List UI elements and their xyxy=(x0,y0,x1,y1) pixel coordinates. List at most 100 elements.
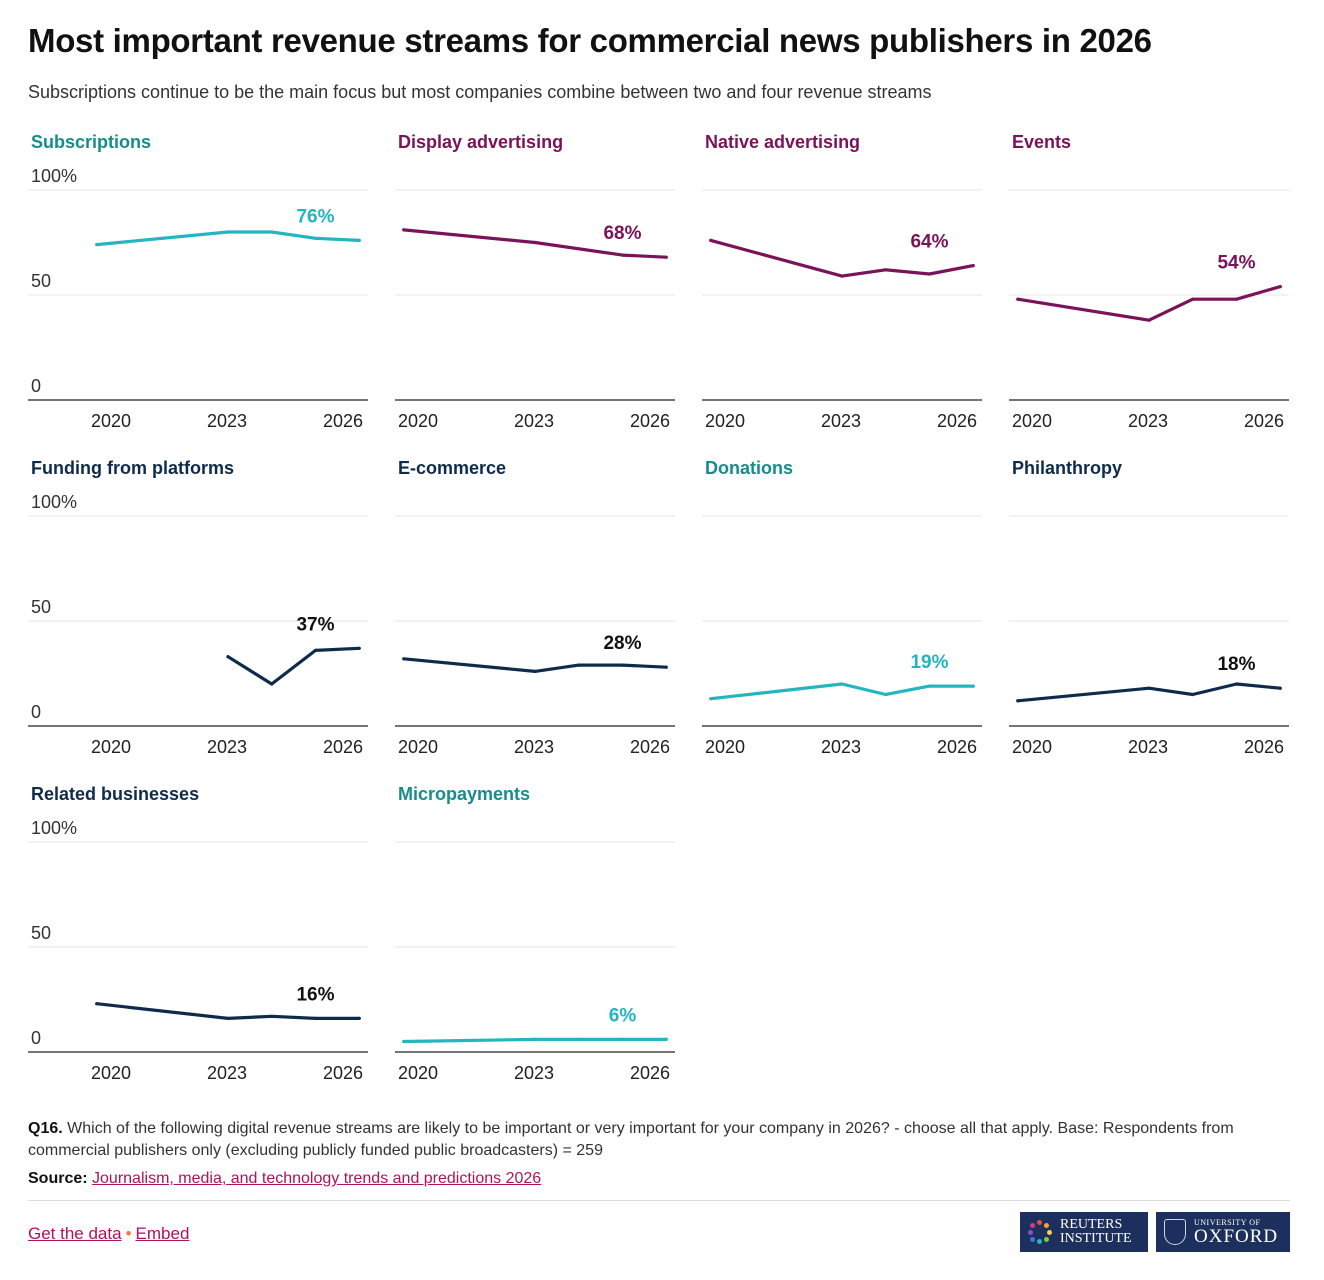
footer-links: Get the data • Embed xyxy=(28,1224,189,1244)
data-point xyxy=(533,669,537,674)
data-point xyxy=(927,684,932,688)
reuters-logo-line2: INSTITUTE xyxy=(1060,1231,1132,1246)
end-value-label: 28% xyxy=(603,633,641,654)
data-point xyxy=(620,1037,625,1041)
data-point xyxy=(620,663,625,667)
y-tick-label: 50 xyxy=(31,271,51,291)
source-link[interactable]: Journalism, media, and technology trends… xyxy=(92,1170,542,1187)
question-label: Q16. xyxy=(28,1120,63,1137)
data-point xyxy=(620,253,625,257)
reuters-institute-logo[interactable]: REUTERS INSTITUTE xyxy=(1020,1212,1148,1252)
data-point xyxy=(884,268,888,272)
data-point xyxy=(402,228,406,232)
y-tick-label: 0 xyxy=(31,1028,41,1048)
data-point xyxy=(1234,682,1239,686)
x-tick-label: 2026 xyxy=(323,411,363,431)
data-point xyxy=(402,657,406,661)
x-tick-label: 2020 xyxy=(1012,411,1052,431)
footer-divider xyxy=(28,1200,1290,1201)
data-point xyxy=(226,655,230,659)
y-tick-label: 100% xyxy=(31,492,77,512)
data-point xyxy=(927,272,932,276)
data-point xyxy=(840,682,844,686)
end-value-label: 16% xyxy=(296,984,334,1005)
panel-title: Native advertising xyxy=(705,132,861,152)
panel-title: Funding from platforms xyxy=(31,458,234,478)
x-tick-label: 2023 xyxy=(1128,411,1168,431)
x-tick-label: 2026 xyxy=(937,411,977,431)
x-tick-label: 2020 xyxy=(91,1063,131,1083)
x-tick-label: 2023 xyxy=(207,411,247,431)
series-line xyxy=(1016,285,1282,322)
x-tick-label: 2023 xyxy=(821,737,861,757)
end-value-label: 6% xyxy=(609,1005,637,1026)
get-data-link[interactable]: Get the data xyxy=(28,1224,122,1243)
data-point xyxy=(840,274,844,278)
data-point xyxy=(709,697,713,701)
reuters-dots-icon xyxy=(1028,1220,1052,1244)
data-point xyxy=(1191,297,1195,301)
x-tick-label: 2020 xyxy=(705,737,745,757)
embed-link[interactable]: Embed xyxy=(135,1224,190,1243)
data-point xyxy=(270,230,274,234)
data-point xyxy=(664,255,668,259)
series-line xyxy=(95,230,361,247)
data-point xyxy=(1191,692,1195,697)
data-point xyxy=(313,236,318,240)
x-tick-label: 2026 xyxy=(323,737,363,757)
x-tick-label: 2020 xyxy=(91,411,131,431)
chart-title: Most important revenue streams for comme… xyxy=(28,22,1152,59)
x-tick-label: 2020 xyxy=(91,737,131,757)
x-tick-label: 2023 xyxy=(821,411,861,431)
data-point xyxy=(270,1014,274,1018)
small-multiples-chart: 100% 50 0 2020 2023 2026 76% 2020 2023 2026 68% 202… xyxy=(28,166,1289,1083)
series-line xyxy=(1016,682,1282,703)
data-point xyxy=(664,665,668,669)
end-value-label: 19% xyxy=(910,652,948,673)
x-tick-label: 2026 xyxy=(630,737,670,757)
panel-title: Philanthropy xyxy=(1012,458,1123,478)
y-tick-label: 0 xyxy=(31,702,41,722)
data-point xyxy=(533,240,537,245)
end-value-label: 54% xyxy=(1217,253,1255,274)
data-point xyxy=(95,243,99,247)
data-point xyxy=(226,1016,230,1021)
x-tick-label: 2020 xyxy=(398,411,438,431)
data-point xyxy=(357,1016,361,1021)
data-point xyxy=(1278,285,1282,289)
panel-title: Donations xyxy=(705,458,793,478)
end-value-label: 68% xyxy=(603,223,641,244)
data-point xyxy=(357,238,361,242)
chart-subtitle: Subscriptions continue to be the main fo… xyxy=(28,82,932,102)
y-tick-label: 0 xyxy=(31,376,41,396)
data-point xyxy=(1147,318,1151,322)
x-tick-label: 2026 xyxy=(1244,411,1284,431)
data-point xyxy=(1278,686,1282,690)
x-tick-label: 2020 xyxy=(398,737,438,757)
panel-title: Display advertising xyxy=(398,132,564,152)
y-tick-label: 50 xyxy=(31,923,51,943)
x-tick-label: 2026 xyxy=(630,1063,670,1083)
data-point xyxy=(313,1016,318,1021)
data-point xyxy=(313,648,318,653)
x-tick-label: 2023 xyxy=(514,411,554,431)
x-tick-label: 2020 xyxy=(1012,737,1052,757)
y-tick-label: 100% xyxy=(31,818,77,838)
end-value-label: 37% xyxy=(296,614,334,635)
panel-title: Events xyxy=(1012,132,1072,152)
source-line: Source: Journalism, media, and technolog… xyxy=(28,1170,541,1188)
y-tick-label: 100% xyxy=(31,166,77,186)
panel-title: Subscriptions xyxy=(31,132,152,152)
x-tick-label: 2026 xyxy=(630,411,670,431)
question-text: Which of the following digital revenue s… xyxy=(28,1120,1234,1159)
x-tick-label: 2020 xyxy=(398,1063,438,1083)
data-point xyxy=(664,1037,668,1041)
series-line xyxy=(402,228,668,259)
data-point xyxy=(971,684,975,688)
x-tick-label: 2023 xyxy=(514,737,554,757)
university-of-oxford-logo[interactable]: UNIVERSITY OF OXFORD xyxy=(1156,1212,1290,1252)
data-point xyxy=(270,682,274,686)
end-value-label: 64% xyxy=(910,232,948,253)
series-line xyxy=(95,1002,361,1021)
data-point xyxy=(95,1002,99,1006)
